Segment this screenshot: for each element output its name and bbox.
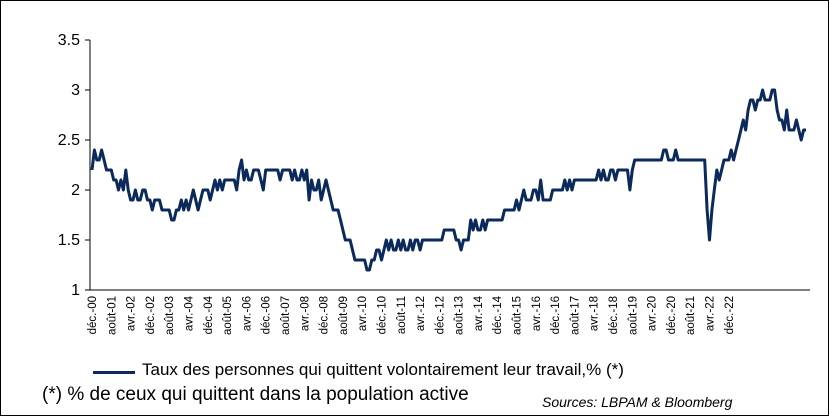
y-tick-label: 1.5	[58, 232, 80, 249]
x-tick-label: août-21	[685, 296, 697, 335]
series-line-quit-rate	[90, 88, 806, 272]
x-tick-label: août-09	[338, 296, 350, 335]
source-note: Sources: LBPAM & Bloomberg	[542, 394, 733, 410]
x-tick-label: déc.-18	[608, 296, 620, 334]
x-tick-label: avr.-18	[589, 296, 601, 331]
x-tick-label: avr.-22	[705, 296, 717, 331]
x-tick-label: déc.-14	[492, 295, 504, 334]
x-tick-label: août-17	[569, 296, 581, 335]
y-tick-label: 3	[71, 82, 80, 99]
x-tick-label: déc.-12	[434, 296, 446, 334]
legend-label: Taux des personnes qui quittent volontai…	[142, 360, 624, 379]
x-tick-label: août-07	[280, 296, 292, 335]
x-tick-label: avr.-04	[183, 295, 195, 331]
x-tick-label: déc.-08	[319, 296, 331, 334]
x-tick-label: avr.-10	[357, 296, 369, 331]
x-tick-label: août-15	[512, 296, 524, 335]
x-tick-label: avr.-16	[531, 296, 543, 331]
x-tick-label: août-11	[396, 296, 408, 334]
x-tick-label: déc.-16	[550, 296, 562, 334]
x-axis: déc.-00 août-01 avr.-02 déc.-02 août-03 avr.-…	[87, 289, 810, 335]
y-tick-label: 2.5	[58, 132, 80, 149]
x-tick-label: déc.-22	[724, 296, 736, 334]
x-tick-label: août-13	[454, 296, 466, 335]
x-tick-label: avr.-12	[415, 296, 427, 331]
x-tick-label: août-05	[222, 296, 234, 335]
footnote: (*) % de ceux qui quittent dans la popul…	[42, 384, 469, 405]
y-tick-label: 3.5	[58, 32, 80, 49]
x-tick-label: déc.-20	[666, 296, 678, 334]
x-tick-label: août-19	[627, 296, 639, 335]
x-tick-label: avr.-06	[241, 296, 253, 331]
x-tick-label: août-01	[106, 296, 118, 335]
series-layer	[90, 88, 806, 272]
x-tick-label: déc.-00	[87, 296, 99, 334]
x-tick-label: déc.-06	[261, 296, 273, 334]
x-tick-label: avr.-02	[126, 296, 138, 331]
x-tick-label: avr.-14	[473, 295, 485, 331]
y-tick-label: 2	[71, 182, 80, 199]
x-tick-label: déc.-04	[203, 295, 215, 334]
x-tick-label: déc.-02	[145, 296, 157, 334]
legend-swatch	[93, 371, 135, 374]
x-tick-label: déc.-10	[376, 296, 388, 334]
x-tick-label: avr.-08	[299, 296, 311, 331]
y-axis: 3.5 3 2.5 2 1.5 1	[58, 32, 91, 299]
x-tick-label: août-03	[164, 296, 176, 335]
y-tick-label: 1	[71, 282, 80, 299]
x-tick-label: avr.-20	[647, 296, 659, 331]
